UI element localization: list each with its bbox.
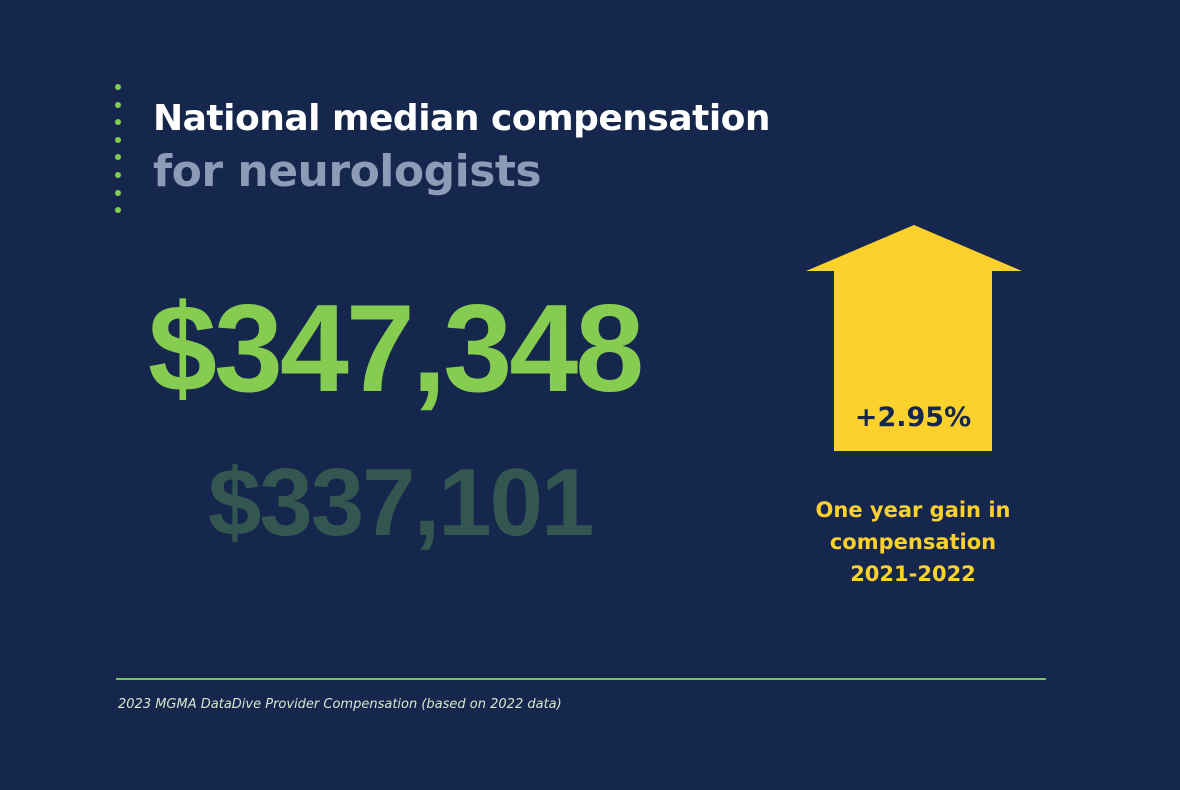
- source-note: 2023 MGMA DataDive Provider Compensation…: [118, 697, 562, 712]
- dotted-divider: [115, 84, 121, 225]
- caption-line: compensation: [829, 530, 997, 554]
- title-line1: National median compensation: [153, 98, 771, 139]
- divider: [116, 678, 1046, 680]
- current-compensation: $347,348: [148, 280, 644, 418]
- up-arrow-icon: [806, 225, 1022, 451]
- title-line2: for neurologists: [153, 146, 542, 197]
- change-caption: One year gain in compensation 2021-2022: [800, 494, 1026, 590]
- previous-compensation: $337,101: [208, 449, 594, 556]
- caption-line: One year gain in: [815, 498, 1011, 522]
- caption-line: 2021-2022: [850, 562, 976, 586]
- percent-change: +2.95%: [854, 402, 972, 433]
